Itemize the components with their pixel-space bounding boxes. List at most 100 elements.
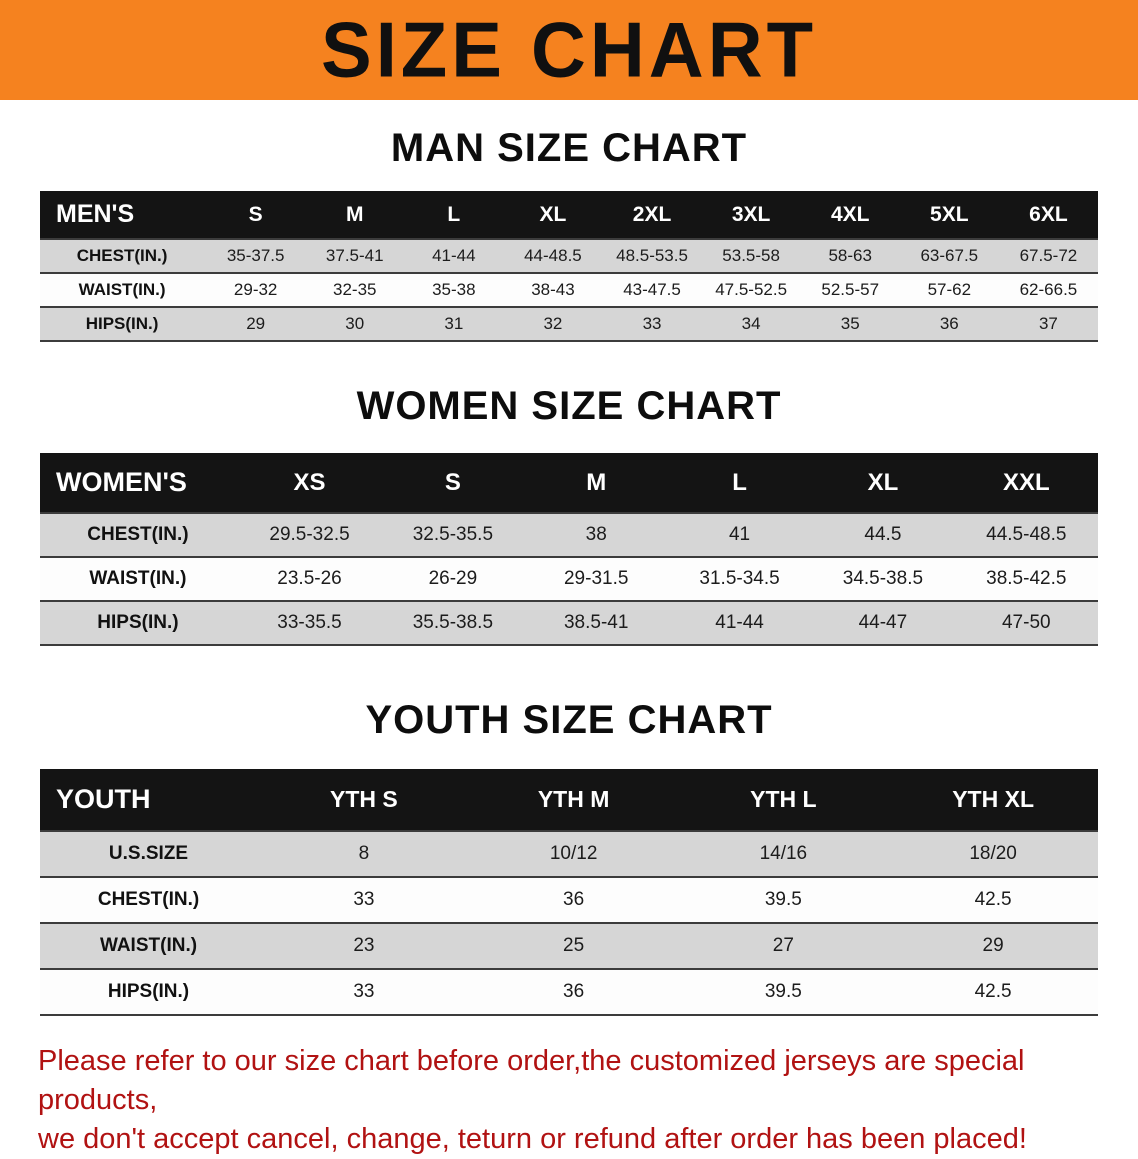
size-value-cell: 48.5-53.5 bbox=[616, 246, 688, 265]
size-value-cell: 38.5-41 bbox=[563, 612, 629, 633]
measurement-row: HIPS(IN.) 33-35.5 35.5-38.5 38.5-41 41-44 44-… bbox=[40, 601, 1098, 645]
size-value-cell: 42.5 bbox=[974, 889, 1012, 910]
size-column-header: YTH M bbox=[468, 769, 679, 831]
measurement-row: CHEST(IN.) 29.5-32.5 32.5-35.5 38 41 44.5 44.5… bbox=[40, 513, 1098, 557]
footer-note-line-1: Please refer to our size chart before or… bbox=[38, 1045, 1025, 1117]
women-table-header-row: WOMEN'S XS S M L XL XXL bbox=[40, 453, 1098, 513]
table-corner-label: MEN'S bbox=[40, 191, 207, 239]
size-column-header: L bbox=[404, 191, 504, 239]
size-column-header: YTH S bbox=[259, 769, 469, 831]
size-value-cell: 26-29 bbox=[428, 568, 478, 589]
measurement-row-label: WAIST(IN.) bbox=[78, 280, 166, 299]
size-value-cell: 29 bbox=[246, 314, 266, 333]
size-value-cell: 44.5 bbox=[864, 524, 902, 545]
youth-size-table: YOUTH YTH S YTH M YTH L YTH XL U.S.SIZE 8 10/1… bbox=[40, 769, 1098, 1016]
size-value-cell: 32-35 bbox=[333, 280, 377, 299]
size-value-cell: 34 bbox=[741, 314, 761, 333]
size-column-header: 2XL bbox=[602, 191, 702, 239]
size-column-header: YTH XL bbox=[888, 769, 1098, 831]
size-value-cell: 8 bbox=[358, 843, 370, 864]
size-value-cell: 32.5-35.5 bbox=[412, 524, 494, 545]
size-value-cell: 36 bbox=[563, 981, 585, 1002]
size-value-cell: 27 bbox=[772, 935, 794, 956]
size-value-cell: 42.5 bbox=[974, 981, 1012, 1002]
size-column-header: 3XL bbox=[701, 191, 801, 239]
footer-note: Please refer to our size chart before or… bbox=[38, 1042, 1100, 1159]
table-corner-label: YOUTH bbox=[40, 769, 260, 831]
size-value-cell: 41-44 bbox=[715, 612, 764, 633]
men-section-heading: MAN SIZE CHART bbox=[390, 126, 748, 170]
measurement-row-label: CHEST(IN.) bbox=[87, 524, 189, 545]
size-column-header: L bbox=[667, 453, 812, 513]
measurement-row: WAIST(IN.) 23 25 27 29 bbox=[40, 923, 1098, 969]
measurement-row-label: HIPS(IN.) bbox=[97, 612, 179, 633]
measurement-row-label: CHEST(IN.) bbox=[97, 889, 200, 910]
measurement-row-label: CHEST(IN.) bbox=[76, 246, 168, 265]
youth-section-heading: YOUTH SIZE CHART bbox=[365, 698, 773, 742]
size-value-cell: 14/16 bbox=[759, 843, 808, 864]
size-value-cell: 37.5-41 bbox=[325, 246, 384, 265]
size-column-header: S bbox=[206, 191, 306, 239]
measurement-row: HIPS(IN.) 33 36 39.5 42.5 bbox=[40, 969, 1098, 1015]
size-value-cell: 57-62 bbox=[927, 280, 972, 299]
size-value-cell: 30 bbox=[345, 314, 365, 333]
measurement-row-label: HIPS(IN.) bbox=[107, 981, 190, 1002]
size-value-cell: 33-35.5 bbox=[277, 612, 342, 633]
size-column-header: XXL bbox=[954, 453, 1098, 513]
size-column-header: S bbox=[381, 453, 525, 513]
size-value-cell: 32 bbox=[543, 314, 563, 333]
size-value-cell: 18/20 bbox=[969, 843, 1017, 864]
size-value-cell: 31.5-34.5 bbox=[699, 568, 780, 589]
measurement-row: CHEST(IN.) 33 36 39.5 42.5 bbox=[40, 877, 1098, 923]
size-value-cell: 33 bbox=[353, 889, 375, 910]
youth-table-header-row: YOUTH YTH S YTH M YTH L YTH XL bbox=[40, 769, 1098, 831]
size-value-cell: 35-38 bbox=[432, 280, 476, 299]
size-column-header: 6XL bbox=[998, 191, 1098, 239]
size-value-cell: 37 bbox=[1038, 314, 1058, 333]
size-column-header: XL bbox=[811, 453, 955, 513]
size-value-cell: 29-31.5 bbox=[563, 568, 629, 589]
size-value-cell: 47.5-52.5 bbox=[715, 280, 788, 299]
size-value-cell: 38-43 bbox=[531, 280, 575, 299]
men-table-header-row: MEN'S S M L XL 2XL 3XL 4XL 5XL 6XL bbox=[40, 191, 1098, 239]
page-title: SIZE CHART bbox=[321, 6, 817, 94]
size-value-cell: 39.5 bbox=[764, 981, 802, 1002]
size-column-header: M bbox=[305, 191, 405, 239]
women-section-heading: WOMEN SIZE CHART bbox=[356, 384, 782, 428]
size-column-header: XL bbox=[503, 191, 603, 239]
size-value-cell: 44-48.5 bbox=[524, 246, 582, 265]
men-size-table: MEN'S S M L XL 2XL 3XL 4XL 5XL 6XL CHEST(IN.) 35-3… bbox=[40, 191, 1098, 342]
size-value-cell: 23 bbox=[353, 935, 375, 956]
size-chart-banner: SIZE CHART bbox=[0, 0, 1138, 100]
women-size-table: WOMEN'S XS S M L XL XXL CHEST(IN.) 29.5-32.5 32.… bbox=[40, 453, 1098, 646]
size-value-cell: 29-32 bbox=[233, 280, 278, 299]
size-value-cell: 31 bbox=[444, 314, 464, 333]
size-value-cell: 35-37.5 bbox=[226, 246, 285, 265]
size-value-cell: 10/12 bbox=[549, 843, 598, 864]
size-value-cell: 43-47.5 bbox=[623, 280, 681, 299]
size-value-cell: 25 bbox=[563, 935, 585, 956]
size-value-cell: 29 bbox=[982, 935, 1004, 956]
size-value-cell: 41-44 bbox=[432, 246, 476, 265]
size-value-cell: 58-63 bbox=[828, 246, 872, 265]
size-value-cell: 39.5 bbox=[764, 889, 802, 910]
size-value-cell: 33 bbox=[353, 981, 375, 1002]
size-value-cell: 34.5-38.5 bbox=[842, 568, 924, 589]
size-value-cell: 62-66.5 bbox=[1019, 280, 1078, 299]
size-value-cell: 67.5-72 bbox=[1019, 246, 1078, 265]
size-value-cell: 36 bbox=[939, 314, 959, 333]
size-value-cell: 33 bbox=[642, 314, 662, 333]
size-value-cell: 44.5-48.5 bbox=[986, 524, 1067, 545]
measurement-row: HIPS(IN.) 29 30 31 32 33 34 35 36 37 bbox=[40, 307, 1098, 341]
measurement-row: WAIST(IN.) 23.5-26 26-29 29-31.5 31.5-34.5 34… bbox=[40, 557, 1098, 601]
size-value-cell: 35 bbox=[840, 314, 860, 333]
measurement-row-label: U.S.SIZE bbox=[108, 843, 189, 864]
size-value-cell: 38.5-42.5 bbox=[986, 568, 1067, 589]
size-column-header: 4XL bbox=[800, 191, 900, 239]
size-value-cell: 35.5-38.5 bbox=[412, 612, 494, 633]
size-column-header: XS bbox=[237, 453, 382, 513]
size-value-cell: 41 bbox=[728, 524, 751, 545]
measurement-row-label: WAIST(IN.) bbox=[89, 568, 187, 589]
footer-note-line-2: we don't accept cancel, change, teturn o… bbox=[38, 1123, 1027, 1156]
measurement-row-label: WAIST(IN.) bbox=[99, 935, 198, 956]
